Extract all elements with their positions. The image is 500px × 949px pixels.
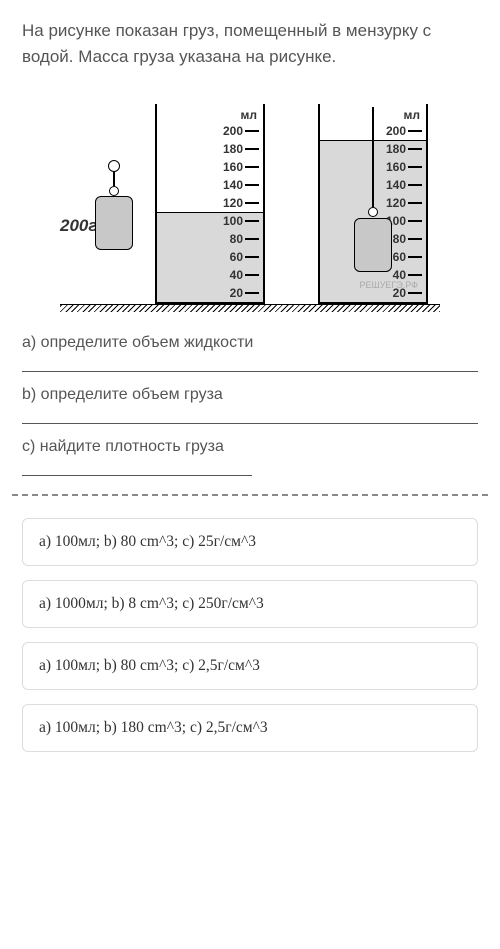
mass-label: 200г [60,216,97,236]
answer-option[interactable]: a) 100мл; b) 80 cm^3; c) 2,5г/см^3 [22,642,478,690]
tick-label: 180 [223,142,243,156]
hook-icon [368,207,378,217]
tick-label: 140 [223,178,243,192]
scale-tick: 200 [223,124,259,138]
load-outside [95,196,133,250]
scale-tick: 100 [223,214,259,228]
tick-line [408,184,422,186]
subquestion-b: b) определите объем груза [22,386,478,404]
figure-container: 200г мл 200 180 160 140 120 100 80 60 40 20 мл 20… [22,87,478,312]
scale-tick: 60 [393,250,422,264]
tick-label: 180 [386,142,406,156]
scale-tick: 160 [223,160,259,174]
tick-line [408,166,422,168]
string-line [372,107,374,207]
tick-line [245,166,259,168]
string-line [113,172,115,186]
load-submerged [354,218,392,272]
tick-line [245,292,259,294]
tick-line [408,220,422,222]
tick-line [408,274,422,276]
tick-label: 200 [223,124,243,138]
tick-line [245,220,259,222]
scale-tick: 140 [386,178,422,192]
tick-label: 160 [223,160,243,174]
tick-line [408,202,422,204]
answer-line [22,408,478,424]
tick-label: 140 [386,178,406,192]
scale-tick: 140 [223,178,259,192]
tick-line [245,184,259,186]
section-divider [12,494,488,496]
tick-label: 60 [230,250,243,264]
tick-label: 80 [230,232,243,246]
tick-line [245,274,259,276]
tick-line [245,256,259,258]
tick-line [408,148,422,150]
hook-icon [109,186,119,196]
scale-tick: 120 [386,196,422,210]
tick-label: 200 [386,124,406,138]
tick-line [408,256,422,258]
scale-tick: 80 [393,232,422,246]
scale-tick: 60 [230,250,259,264]
scale-tick: 200 [386,124,422,138]
tick-line [408,130,422,132]
tick-label: 120 [223,196,243,210]
question-text: На рисунке показан груз, помещенный в ме… [22,18,478,69]
subquestion-a: a) определите объем жидкости [22,334,478,352]
tick-line [245,148,259,150]
tick-line [408,292,422,294]
tick-label: 20 [230,286,243,300]
hanger-ring-icon [108,160,120,172]
tick-label: 120 [386,196,406,210]
tick-label: 60 [393,250,406,264]
tick-line [245,130,259,132]
tick-label: 40 [230,268,243,282]
ground-hatch [60,304,440,312]
scale-tick: 80 [230,232,259,246]
tick-line [245,238,259,240]
scale-tick: 20 [230,286,259,300]
answer-line [22,460,252,476]
scale-tick: 120 [223,196,259,210]
tick-line [408,238,422,240]
scale-tick: 40 [230,268,259,282]
unit-label: мл [241,108,258,122]
answer-option[interactable]: a) 100мл; b) 180 cm^3; c) 2,5г/см^3 [22,704,478,752]
scale-tick: 160 [386,160,422,174]
scale-tick: 180 [386,142,422,156]
answer-option[interactable]: a) 1000мл; b) 8 cm^3; c) 250г/см^3 [22,580,478,628]
answer-line [22,356,478,372]
tick-line [245,202,259,204]
watermark-text: РЕШУЕГЭ.РФ [359,280,418,290]
cylinder-left: мл 200 180 160 140 120 100 80 60 40 20 [155,104,265,304]
tick-label: 80 [393,232,406,246]
unit-label: мл [404,108,421,122]
tick-label: 160 [386,160,406,174]
tick-label: 100 [223,214,243,228]
scale-tick: 180 [223,142,259,156]
answer-option[interactable]: a) 100мл; b) 80 cm^3; c) 25г/см^3 [22,518,478,566]
subquestion-c: c) найдите плотность груза [22,438,478,456]
